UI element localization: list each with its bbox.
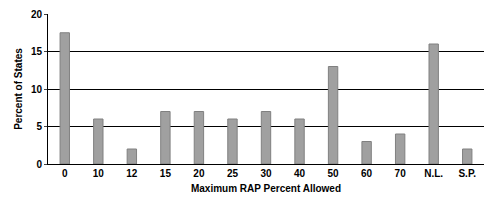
svg-text:0: 0	[36, 159, 42, 170]
svg-text:15: 15	[160, 168, 172, 179]
svg-text:40: 40	[294, 168, 306, 179]
svg-text:10: 10	[31, 84, 43, 95]
svg-text:50: 50	[328, 168, 340, 179]
svg-text:25: 25	[227, 168, 239, 179]
svg-text:N.L.: N.L.	[424, 168, 443, 179]
svg-text:S.P.: S.P.	[458, 168, 476, 179]
svg-text:30: 30	[260, 168, 272, 179]
svg-text:Percent of States: Percent of States	[13, 48, 24, 130]
svg-text:5: 5	[36, 121, 42, 132]
svg-text:10: 10	[93, 168, 105, 179]
svg-text:20: 20	[31, 9, 43, 20]
svg-text:20: 20	[193, 168, 205, 179]
svg-text:15: 15	[31, 46, 43, 57]
svg-text:Maximum RAP Percent Allowed: Maximum RAP Percent Allowed	[191, 183, 341, 194]
svg-text:70: 70	[395, 168, 407, 179]
svg-text:60: 60	[361, 168, 373, 179]
svg-text:0: 0	[62, 168, 68, 179]
svg-text:12: 12	[126, 168, 138, 179]
